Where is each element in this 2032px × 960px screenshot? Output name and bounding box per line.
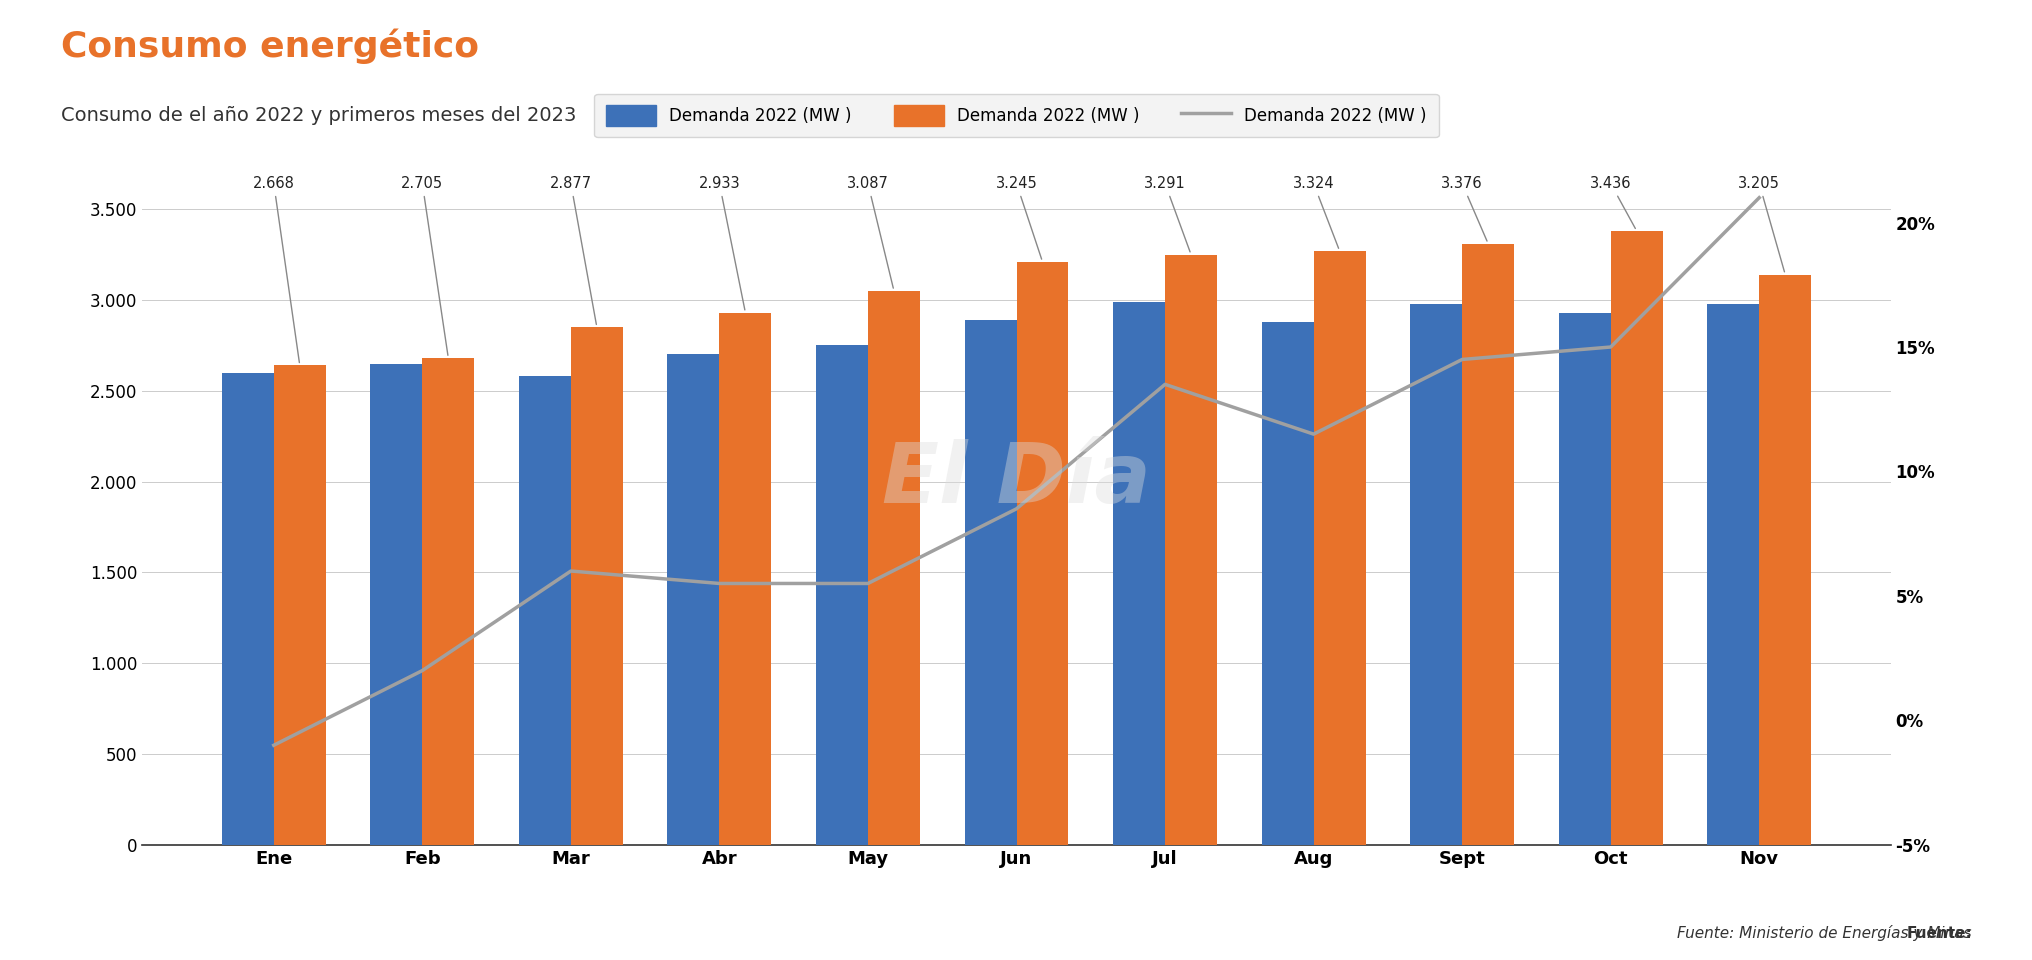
Text: Fuente:: Fuente:: [1906, 925, 1971, 941]
Text: 3.291: 3.291: [1144, 176, 1189, 252]
Bar: [274, 366, 325, 845]
Bar: [1164, 254, 1217, 845]
Bar: [1112, 301, 1164, 845]
Bar: [1461, 244, 1514, 845]
Bar: [518, 376, 571, 845]
Bar: [1609, 231, 1662, 845]
Text: 3.376: 3.376: [1441, 176, 1485, 241]
Text: Consumo de el año 2022 y primeros meses del 2023: Consumo de el año 2022 y primeros meses …: [61, 106, 577, 125]
Bar: [571, 327, 622, 845]
Bar: [423, 358, 473, 845]
Bar: [370, 364, 423, 845]
Legend: Demanda 2022 (MW ), Demanda 2022 (MW ), Demanda 2022 (MW ): Demanda 2022 (MW ), Demanda 2022 (MW ), …: [593, 94, 1439, 137]
Text: 3.436: 3.436: [1589, 176, 1634, 228]
Bar: [963, 320, 1016, 845]
Text: 3.087: 3.087: [847, 176, 892, 288]
Bar: [719, 313, 770, 845]
Bar: [666, 354, 719, 845]
Bar: [1410, 303, 1461, 845]
Text: 2.877: 2.877: [549, 176, 595, 324]
Text: Consumo energético: Consumo energético: [61, 29, 480, 64]
Bar: [1313, 251, 1366, 845]
Text: 2.668: 2.668: [252, 176, 299, 363]
Bar: [868, 291, 920, 845]
Text: El Día: El Día: [882, 440, 1150, 520]
Bar: [221, 372, 274, 845]
Bar: [815, 346, 868, 845]
Bar: [1016, 262, 1069, 845]
Text: Fuente: Ministerio de Energías y Minas: Fuente: Ministerio de Energías y Minas: [1676, 924, 1971, 941]
Text: 2.933: 2.933: [699, 176, 744, 310]
Text: 3.245: 3.245: [996, 176, 1040, 259]
Text: 2.705: 2.705: [400, 176, 447, 355]
Bar: [1559, 313, 1609, 845]
Bar: [1707, 303, 1758, 845]
Text: 3.324: 3.324: [1292, 176, 1337, 249]
Bar: [1758, 275, 1811, 845]
Bar: [1262, 322, 1313, 845]
Text: 3.205: 3.205: [1737, 176, 1784, 272]
